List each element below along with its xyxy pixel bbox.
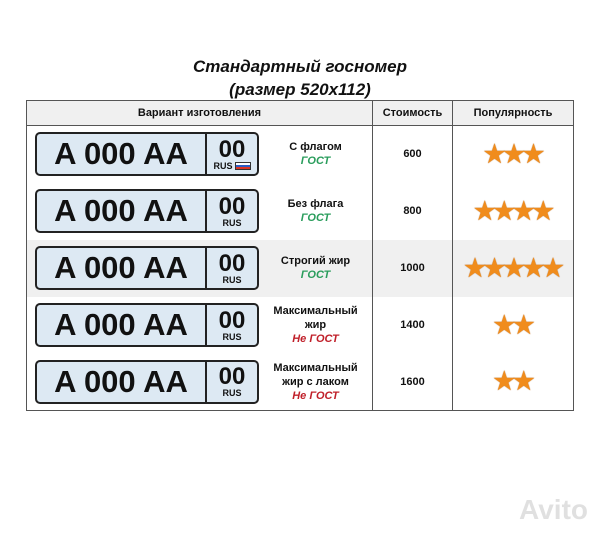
plate-region: 00 xyxy=(218,135,246,163)
star-icon: ★ xyxy=(503,254,524,282)
plate-number: A 000 AA xyxy=(37,134,207,175)
variant-text: жир с лаком xyxy=(282,375,349,388)
price: 600 xyxy=(372,125,453,183)
star-icon: ★ xyxy=(513,197,534,225)
license-plate-image: A 000 AA 00 RUS xyxy=(35,246,259,290)
header-price: Стоимость xyxy=(372,100,453,126)
plate-number: A 000 AA xyxy=(37,191,207,231)
plate-number: A 000 AA xyxy=(37,248,207,288)
variant-text: Максимальный xyxy=(273,305,358,317)
plate-region: 00 xyxy=(218,363,246,391)
variant-text: Строгий жир xyxy=(280,255,351,267)
star-icon: ★ xyxy=(522,140,544,168)
star-rating: ★★ xyxy=(493,368,534,396)
table-row: A 000 AA 00 RUS Максимальный жир Не ГОСТ 1… xyxy=(26,296,574,354)
header-variant: Вариант изготовления xyxy=(26,100,373,126)
star-icon: ★ xyxy=(503,140,524,168)
star-icon: ★ xyxy=(483,254,505,282)
gost-status: ГОСТ xyxy=(300,212,331,224)
variant-text: С флагом xyxy=(289,141,342,154)
license-plate-image: A 000 AA 00 RUS xyxy=(35,132,259,177)
price: 1600 xyxy=(372,353,453,411)
variant-text: Максимальный xyxy=(273,361,358,374)
license-plate-image: A 000 AA 00 RUS xyxy=(35,359,259,404)
star-icon: ★ xyxy=(532,197,554,225)
star-icon: ★ xyxy=(493,368,514,396)
gost-status: ГОСТ xyxy=(300,155,331,168)
plate-country: RUS xyxy=(222,388,242,399)
plate-country: RUS xyxy=(222,331,242,342)
gost-status: ГОСТ xyxy=(300,269,331,281)
variant-text: Без флага xyxy=(287,198,344,210)
subtitle: (размер 520x112) xyxy=(229,80,371,99)
star-icon: ★ xyxy=(542,254,563,282)
plate-country: RUS xyxy=(213,160,233,171)
header-popularity: Популярность xyxy=(452,100,574,126)
price: 1400 xyxy=(372,296,453,354)
table-row: A 000 AA 00 RUS Максимальный жир с лаком Н… xyxy=(26,353,574,411)
star-icon: ★ xyxy=(513,368,534,396)
price: 800 xyxy=(372,182,453,240)
star-icon: ★ xyxy=(513,311,534,339)
star-icon: ★ xyxy=(493,197,514,225)
star-rating: ★★★ xyxy=(483,140,544,168)
plate-number: A 000 AA xyxy=(37,361,207,402)
price-table: Вариант изготовления Стоимость Популярно… xyxy=(26,100,574,411)
plate-country: RUS xyxy=(222,274,242,285)
price: 1000 xyxy=(372,239,453,297)
star-icon: ★ xyxy=(493,311,514,339)
table-row: A 000 AA 00 RUS Без флага ГОСТ 800 ★★★★ xyxy=(26,182,574,240)
star-icon: ★ xyxy=(464,254,485,282)
avito-watermark: Avito xyxy=(519,494,588,525)
star-rating: ★★★★★ xyxy=(464,254,564,282)
variant-text: жир xyxy=(304,319,327,331)
gost-status: Не ГОСТ xyxy=(292,389,339,402)
title: Стандартный госномер xyxy=(192,57,408,76)
star-icon: ★ xyxy=(522,254,544,282)
star-icon: ★ xyxy=(473,197,495,225)
license-plate-image: A 000 AA 00 RUS xyxy=(35,189,259,233)
plate-country: RUS xyxy=(222,217,242,228)
table-row: A 000 AA 00 RUS Строгий жир ГОСТ 1000 ★★★… xyxy=(26,239,574,297)
star-rating: ★★ xyxy=(493,311,534,339)
license-plate-image: A 000 AA 00 RUS xyxy=(35,303,259,347)
table-row: A 000 AA 00 RUS С флагом ГОСТ 600 ★★★ xyxy=(26,125,574,183)
gost-status: Не ГОСТ xyxy=(292,333,339,345)
star-rating: ★★★★ xyxy=(473,197,554,225)
plate-number: A 000 AA xyxy=(37,305,207,345)
star-icon: ★ xyxy=(483,140,505,168)
plate-region: 00 xyxy=(218,192,246,220)
plate-region: 00 xyxy=(218,306,246,334)
plate-region: 00 xyxy=(218,249,246,277)
russian-flag-icon xyxy=(234,162,251,171)
